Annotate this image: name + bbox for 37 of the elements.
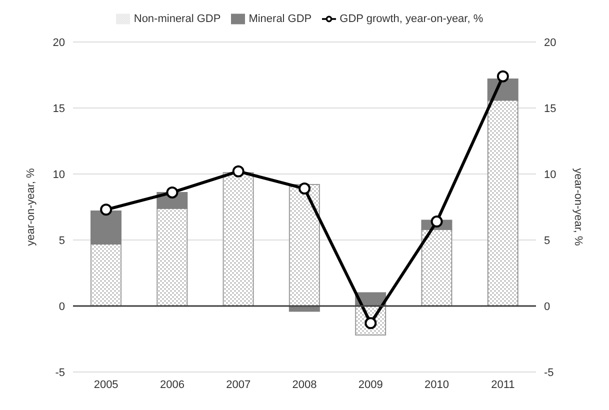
bar xyxy=(421,228,452,306)
point xyxy=(298,182,310,195)
y-tick-label: 0 xyxy=(58,300,65,313)
x-tick-label: 2005 xyxy=(94,378,118,391)
x-tick-label: 2006 xyxy=(160,378,184,391)
y2-tick-label: 5 xyxy=(544,234,550,247)
bar xyxy=(487,100,518,306)
legend-label: Non-mineral GDP xyxy=(134,12,221,25)
x-tick-label: 2007 xyxy=(226,378,251,391)
point xyxy=(166,186,178,198)
y-axis-title: year-on-year, % xyxy=(24,168,37,246)
bar xyxy=(288,184,320,306)
y-tick-label: 10 xyxy=(52,168,65,181)
bar xyxy=(222,172,254,306)
bar xyxy=(90,243,122,306)
y-tick-label: 5 xyxy=(58,234,65,247)
point xyxy=(100,204,112,216)
point xyxy=(232,165,244,178)
y2-tick-label: 20 xyxy=(544,36,556,49)
y2-axis-title: year-on-year, % xyxy=(572,168,584,246)
y-tick-label: 20 xyxy=(52,36,65,49)
legend-label: GDP growth, year-on-year, % xyxy=(340,12,484,25)
y-tick-label: 15 xyxy=(52,102,65,115)
y2-tick-label: -5 xyxy=(544,366,554,379)
y2-tick-label: 0 xyxy=(544,300,550,313)
x-tick-label: 2009 xyxy=(358,378,383,391)
x-tick-label: 2008 xyxy=(292,378,317,391)
x-tick-label: 2010 xyxy=(424,378,450,391)
y2-tick-label: 15 xyxy=(544,102,556,115)
bar xyxy=(90,210,122,244)
point xyxy=(430,216,443,228)
x-tick-label: 2011 xyxy=(491,378,515,391)
bar xyxy=(156,208,188,306)
y-tick-label: -5 xyxy=(55,366,65,379)
y2-tick-label: 10 xyxy=(544,168,556,181)
point xyxy=(496,70,509,82)
legend-label: Mineral GDP xyxy=(248,12,312,25)
